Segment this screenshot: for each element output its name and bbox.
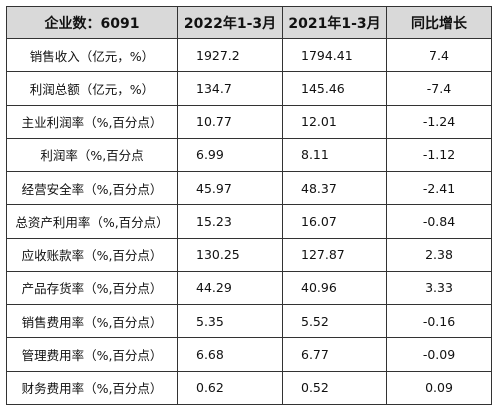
value-cell: 5.52 xyxy=(282,304,387,339)
table-head: 企业数：6091 2022年1-3月 2021年1-3月 同比增长 xyxy=(6,6,492,39)
value-cell: 45.97 xyxy=(177,171,283,206)
value-cell: 145.46 xyxy=(282,71,387,106)
value-cell: -2.41 xyxy=(386,171,492,206)
table-row: 销售收入（亿元，%） 1927.2 1794.41 7.4 xyxy=(6,37,492,73)
row-label: 总资产利用率（%,百分点） xyxy=(6,204,178,239)
value-cell: -7.4 xyxy=(386,71,492,106)
header-cell: 同比增长 xyxy=(386,6,492,39)
row-label: 利润率（%,百分点 xyxy=(6,137,178,173)
table-container: 企业数：6091 2022年1-3月 2021年1-3月 同比增长 销售收入（亿元，%… xyxy=(6,6,492,406)
value-cell: -0.84 xyxy=(386,204,492,239)
table-row: 主业利润率（%,百分点） 10.77 12.01 -1.24 xyxy=(6,104,492,139)
table-row: 应收账款率（%,百分点） 130.25 127.87 2.38 xyxy=(6,237,492,272)
value-cell: 0.62 xyxy=(177,370,283,406)
row-label: 利润总额（亿元，%） xyxy=(6,71,178,106)
row-label: 产品存货率（%,百分点） xyxy=(6,270,178,306)
value-cell: 8.11 xyxy=(282,137,387,173)
row-label: 应收账款率（%,百分点） xyxy=(6,237,178,272)
value-cell: 130.25 xyxy=(177,237,283,272)
value-cell: 0.09 xyxy=(386,370,492,406)
table-row: 利润率（%,百分点 6.99 8.11 -1.12 xyxy=(6,137,492,173)
value-cell: 6.99 xyxy=(177,137,283,173)
value-cell: 134.7 xyxy=(177,71,283,106)
row-label: 经营安全率（%,百分点） xyxy=(6,171,178,206)
value-cell: 10.77 xyxy=(177,104,283,139)
table-row: 总资产利用率（%,百分点） 15.23 16.07 -0.84 xyxy=(6,204,492,239)
table-row: 利润总额（亿元，%） 134.7 145.46 -7.4 xyxy=(6,71,492,106)
value-cell: 44.29 xyxy=(177,270,283,306)
value-cell: 0.52 xyxy=(282,370,387,406)
table-row: 销售费用率（%,百分点） 5.35 5.52 -0.16 xyxy=(6,304,492,339)
value-cell: 40.96 xyxy=(282,270,387,306)
value-cell: 48.37 xyxy=(282,171,387,206)
table-row: 财务费用率（%,百分点） 0.62 0.52 0.09 xyxy=(6,370,492,406)
value-cell: 6.77 xyxy=(282,337,387,372)
value-cell: 7.4 xyxy=(386,37,492,73)
row-label: 销售费用率（%,百分点） xyxy=(6,304,178,339)
data-table: 企业数：6091 2022年1-3月 2021年1-3月 同比增长 销售收入（亿元，%… xyxy=(6,6,492,406)
table-row: 产品存货率（%,百分点） 44.29 40.96 3.33 xyxy=(6,270,492,306)
value-cell: -0.16 xyxy=(386,304,492,339)
value-cell: 6.68 xyxy=(177,337,283,372)
value-cell: 127.87 xyxy=(282,237,387,272)
value-cell: -1.24 xyxy=(386,104,492,139)
header-cell: 2022年1-3月 xyxy=(177,6,283,39)
value-cell: 1794.41 xyxy=(282,37,387,73)
value-cell: -0.09 xyxy=(386,337,492,372)
row-label: 主业利润率（%,百分点） xyxy=(6,104,178,139)
value-cell: 2.38 xyxy=(386,237,492,272)
value-cell: 15.23 xyxy=(177,204,283,239)
value-cell: 3.33 xyxy=(386,270,492,306)
table-row: 经营安全率（%,百分点） 45.97 48.37 -2.41 xyxy=(6,171,492,206)
table-body: 销售收入（亿元，%） 1927.2 1794.41 7.4 利润总额（亿元，%） 134.… xyxy=(6,37,492,406)
header-cell: 2021年1-3月 xyxy=(282,6,387,39)
row-label: 管理费用率（%,百分点） xyxy=(6,337,178,372)
row-label: 销售收入（亿元，%） xyxy=(6,37,178,73)
value-cell: 12.01 xyxy=(282,104,387,139)
header-row: 企业数：6091 2022年1-3月 2021年1-3月 同比增长 xyxy=(6,6,492,39)
row-label: 财务费用率（%,百分点） xyxy=(6,370,178,406)
value-cell: 5.35 xyxy=(177,304,283,339)
header-cell: 企业数：6091 xyxy=(6,6,178,39)
value-cell: -1.12 xyxy=(386,137,492,173)
value-cell: 16.07 xyxy=(282,204,387,239)
value-cell: 1927.2 xyxy=(177,37,283,73)
table-row: 管理费用率（%,百分点） 6.68 6.77 -0.09 xyxy=(6,337,492,372)
